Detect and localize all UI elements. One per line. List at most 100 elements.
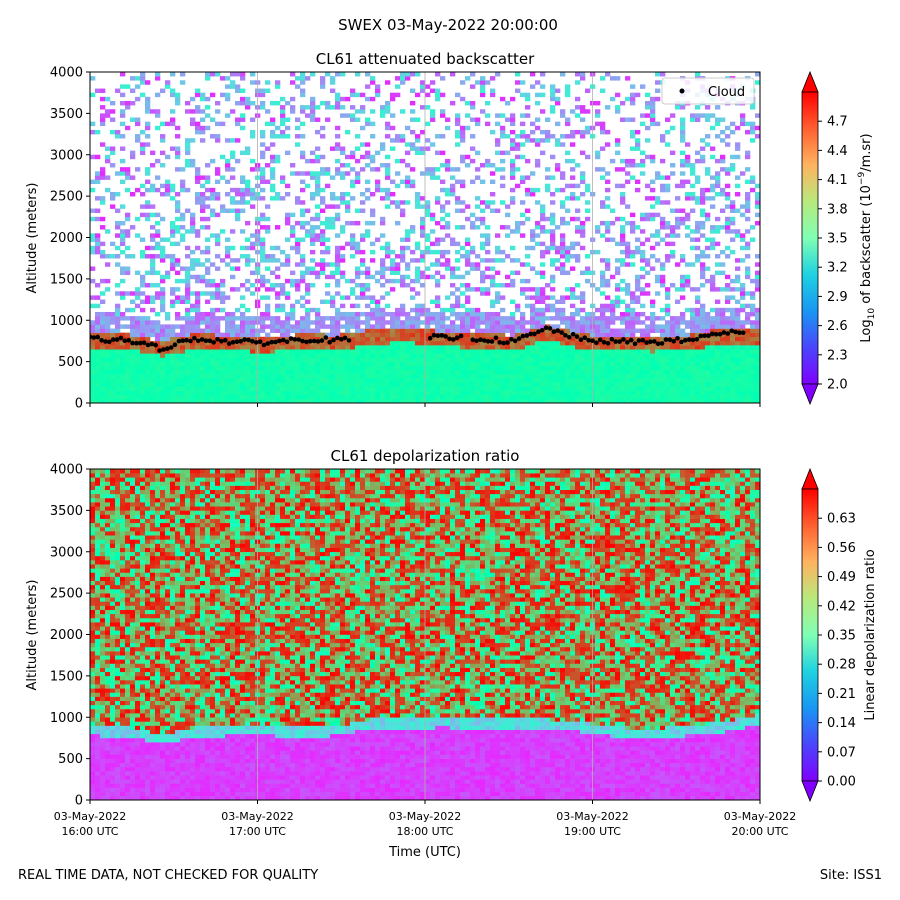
- heatmap-cell: [445, 365, 451, 371]
- heatmap-cell: [305, 378, 311, 383]
- heatmap-cell: [195, 398, 201, 403]
- heatmap-cell: [500, 361, 506, 367]
- heatmap-cell: [275, 258, 281, 263]
- heatmap-cell: [680, 220, 686, 226]
- heatmap-cell: [600, 233, 606, 238]
- heatmap-cell: [375, 150, 381, 156]
- heatmap-cell: [550, 295, 556, 300]
- heatmap-cell: [160, 398, 166, 403]
- heatmap-cell: [650, 328, 656, 333]
- heatmap-cell: [520, 233, 526, 238]
- heatmap-cell: [385, 175, 391, 180]
- heatmap-cell: [235, 365, 241, 371]
- heatmap-cell: [285, 324, 291, 329]
- heatmap-cell: [185, 287, 191, 292]
- heatmap-cell: [165, 237, 171, 242]
- heatmap-cell: [440, 307, 446, 313]
- heatmap-cell: [195, 171, 201, 176]
- heatmap-cell: [630, 332, 636, 338]
- heatmap-cell: [105, 386, 111, 391]
- heatmap-cell: [655, 361, 661, 367]
- heatmap-cell: [340, 386, 346, 391]
- heatmap-cell: [445, 357, 451, 362]
- heatmap-cell: [645, 386, 651, 391]
- heatmap-cell: [165, 340, 171, 346]
- heatmap-cell: [645, 113, 651, 118]
- heatmap-cell: [630, 220, 636, 226]
- heatmap-cell: [185, 245, 191, 251]
- heatmap-cell: [640, 249, 646, 255]
- heatmap-cell: [155, 328, 161, 333]
- heatmap-cell: [610, 237, 616, 242]
- heatmap-cell: [440, 340, 446, 346]
- heatmap-cell: [395, 262, 401, 267]
- heatmap-cell: [190, 138, 196, 143]
- heatmap-cell: [330, 378, 336, 383]
- heatmap-cell: [340, 398, 346, 403]
- heatmap-cell: [485, 332, 491, 338]
- heatmap-cell: [640, 291, 646, 296]
- heatmap-cell: [550, 369, 556, 375]
- heatmap-cell: [400, 374, 406, 379]
- heatmap-cell: [570, 382, 576, 387]
- heatmap-cell: [205, 340, 211, 346]
- heatmap-cell: [240, 175, 246, 180]
- heatmap-cell: [550, 220, 556, 226]
- heatmap-cell: [655, 386, 661, 391]
- heatmap-cell: [650, 158, 656, 164]
- heatmap-cell: [180, 237, 186, 242]
- heatmap-cell: [190, 303, 196, 309]
- heatmap-cell: [460, 303, 466, 309]
- heatmap-cell: [495, 365, 501, 371]
- heatmap-cell: [710, 361, 716, 367]
- heatmap-cell: [530, 369, 536, 375]
- heatmap-cell: [100, 361, 106, 367]
- heatmap-cell: [425, 266, 431, 271]
- heatmap-cell: [325, 382, 331, 387]
- heatmap-cell: [455, 241, 461, 247]
- heatmap-cell: [105, 365, 111, 371]
- heatmap-cell: [360, 369, 366, 375]
- heatmap-cell: [190, 291, 196, 296]
- heatmap-cell: [535, 336, 541, 342]
- heatmap-cell: [250, 378, 256, 383]
- heatmap-cell: [655, 382, 661, 387]
- heatmap-cell: [610, 398, 616, 403]
- heatmap-cell: [165, 390, 171, 396]
- heatmap-cell: [210, 361, 216, 367]
- heatmap-cell: [400, 254, 406, 259]
- heatmap-cell: [145, 283, 151, 288]
- heatmap-cell: [335, 158, 341, 164]
- heatmap-cell: [480, 179, 486, 185]
- heatmap-cell: [620, 249, 626, 255]
- heatmap-cell: [95, 241, 101, 247]
- heatmap-cell: [660, 349, 666, 354]
- heatmap-cell: [655, 175, 661, 180]
- heatmap-cell: [670, 229, 676, 234]
- heatmap-cell: [695, 295, 701, 300]
- heatmap-cell: [310, 386, 316, 391]
- heatmap-cell: [660, 237, 666, 242]
- heatmap-cell: [175, 295, 181, 300]
- heatmap-cell: [250, 80, 256, 85]
- heatmap-cell: [565, 117, 571, 122]
- heatmap-cell: [605, 129, 611, 135]
- heatmap-cell: [130, 191, 136, 197]
- heatmap-cell: [575, 328, 581, 333]
- heatmap-cell: [195, 125, 201, 131]
- heatmap-cell: [480, 287, 486, 292]
- heatmap-cell: [390, 249, 396, 255]
- heatmap-cell: [630, 299, 636, 304]
- heatmap-cell: [515, 382, 521, 387]
- heatmap-cell: [460, 311, 466, 317]
- heatmap-cell: [425, 204, 431, 209]
- heatmap-cell: [545, 187, 551, 193]
- heatmap-cell: [580, 374, 586, 379]
- heatmap-cell: [480, 349, 486, 354]
- heatmap-cell: [465, 324, 471, 329]
- heatmap-cell: [180, 332, 186, 338]
- heatmap-cell: [685, 274, 691, 280]
- heatmap-cell: [445, 258, 451, 263]
- heatmap-cell: [510, 382, 516, 387]
- heatmap-cell: [570, 386, 576, 391]
